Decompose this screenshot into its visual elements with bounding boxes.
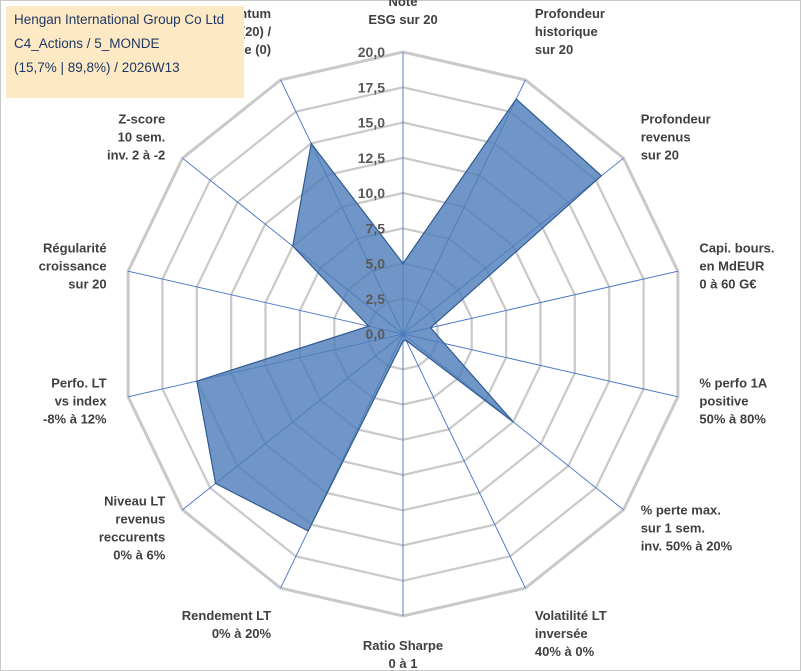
spoke-line [127, 270, 404, 335]
title-period: (15,7% | 89,8%) / 2026W13 [14, 60, 180, 75]
title-box: Hengan International Group Co Ltd C4_Act… [6, 6, 244, 98]
axis-label: % perfo 1A positive 50% à 80% [699, 376, 768, 427]
axis-label-line: Volatilité LT [535, 608, 607, 623]
axis-label-line: revenus [641, 130, 691, 145]
title-category: C4_Actions / 5_MONDE [14, 36, 160, 51]
axis-label-line: % perte max. [641, 503, 721, 518]
axis-label: Z-score 10 sem. inv. 2 à -2 [107, 112, 165, 163]
tick-label: 0,0 [366, 326, 386, 342]
axis-label-line: 40% à 0% [535, 644, 595, 659]
axis-label: Volatilité LT inversée 40% à 0% [535, 608, 607, 659]
axis-label: Profondeur revenus sur 20 [641, 112, 711, 163]
series-layer [196, 98, 603, 532]
tick-label: 2,5 [366, 291, 386, 307]
axis-label-line: Régularité [43, 240, 107, 255]
axis-label-line: Capi. bours. [699, 240, 774, 255]
axis-label-line: sur 20 [641, 148, 679, 163]
axis-label-line: 50% à 80% [699, 412, 766, 427]
axis-label: Capi. bours. en MdEUR 0 à 60 G€ [699, 240, 774, 291]
axis-label-line: sur 20 [535, 42, 573, 57]
axis-label-line: inv. 2 à -2 [107, 148, 165, 163]
axis-label-line: sur 20 [68, 276, 106, 291]
axis-label-line: en MdEUR [699, 258, 765, 273]
axis-label-line: revenus [115, 512, 165, 527]
tick-layer: 0,0 2,5 5,0 7,5 10,0 12,5 15,0 17,5 20,0 [358, 44, 385, 342]
axis-label-line: Perfo. LT [51, 376, 106, 391]
axis-label-layer: Note ESG sur 20 Profondeur historique sur 20… [39, 0, 775, 671]
axis-label-line: inv. 50% à 20% [641, 539, 733, 554]
axis-label-line: 10 sem. [118, 130, 166, 145]
axis-label-line: reccurents [99, 530, 165, 545]
axis-label-line: positive [699, 394, 748, 409]
axis-label-line: Z-score [118, 112, 165, 127]
axis-label-line: ESG sur 20 [368, 12, 437, 27]
axis-label-line: Note [389, 0, 418, 9]
axis-label-line: inversée [535, 626, 588, 641]
tick-label: 15,0 [358, 115, 385, 131]
axis-label: Régularité croissance sur 20 [39, 240, 107, 291]
axis-label: Perfo. LT vs index -8% à 12% [43, 376, 107, 427]
axis-label-line: % perfo 1A [699, 376, 768, 391]
axis-label: Ratio Sharpe 0 à 1 [363, 638, 443, 671]
axis-label-line: vs index [55, 394, 108, 409]
axis-label-line: 0 à 1 [389, 656, 418, 671]
axis-label-line: 0 à 60 G€ [699, 276, 756, 291]
axis-label: % perte max. sur 1 sem. inv. 50% à 20% [641, 503, 733, 554]
spoke-line [402, 333, 679, 398]
spoke-line [402, 333, 526, 589]
tick-label: 17,5 [358, 79, 385, 95]
axis-label-line: Profondeur [641, 112, 711, 127]
tick-label: 7,5 [366, 220, 386, 236]
axis-label-line: Profondeur [535, 6, 605, 21]
axis-label: Profondeur historique sur 20 [535, 6, 605, 57]
axis-label-line: -8% à 12% [43, 412, 107, 427]
tick-label: 12,5 [358, 150, 385, 166]
axis-label-line: croissance [39, 258, 107, 273]
axis-label: Rendement LT 0% à 20% [182, 608, 272, 641]
axis-label-line: 0% à 6% [113, 548, 165, 563]
axis-label-line: historique [535, 24, 598, 39]
axis-label-line: Niveau LT [104, 494, 165, 509]
tick-label: 20,0 [358, 44, 385, 60]
tick-label: 10,0 [358, 185, 385, 201]
axis-label: Niveau LT revenus reccurents 0% à 6% [99, 494, 166, 563]
title-company: Hengan International Group Co Ltd [14, 12, 225, 27]
axis-label: Note ESG sur 20 [368, 0, 437, 27]
axis-label-line: Rendement LT [182, 608, 271, 623]
axis-label-line: Ratio Sharpe [363, 638, 443, 653]
tick-label: 5,0 [366, 256, 386, 272]
axis-label-line: 0% à 20% [212, 626, 272, 641]
spoke-line [402, 270, 679, 335]
axis-label-line: sur 1 sem. [641, 521, 705, 536]
